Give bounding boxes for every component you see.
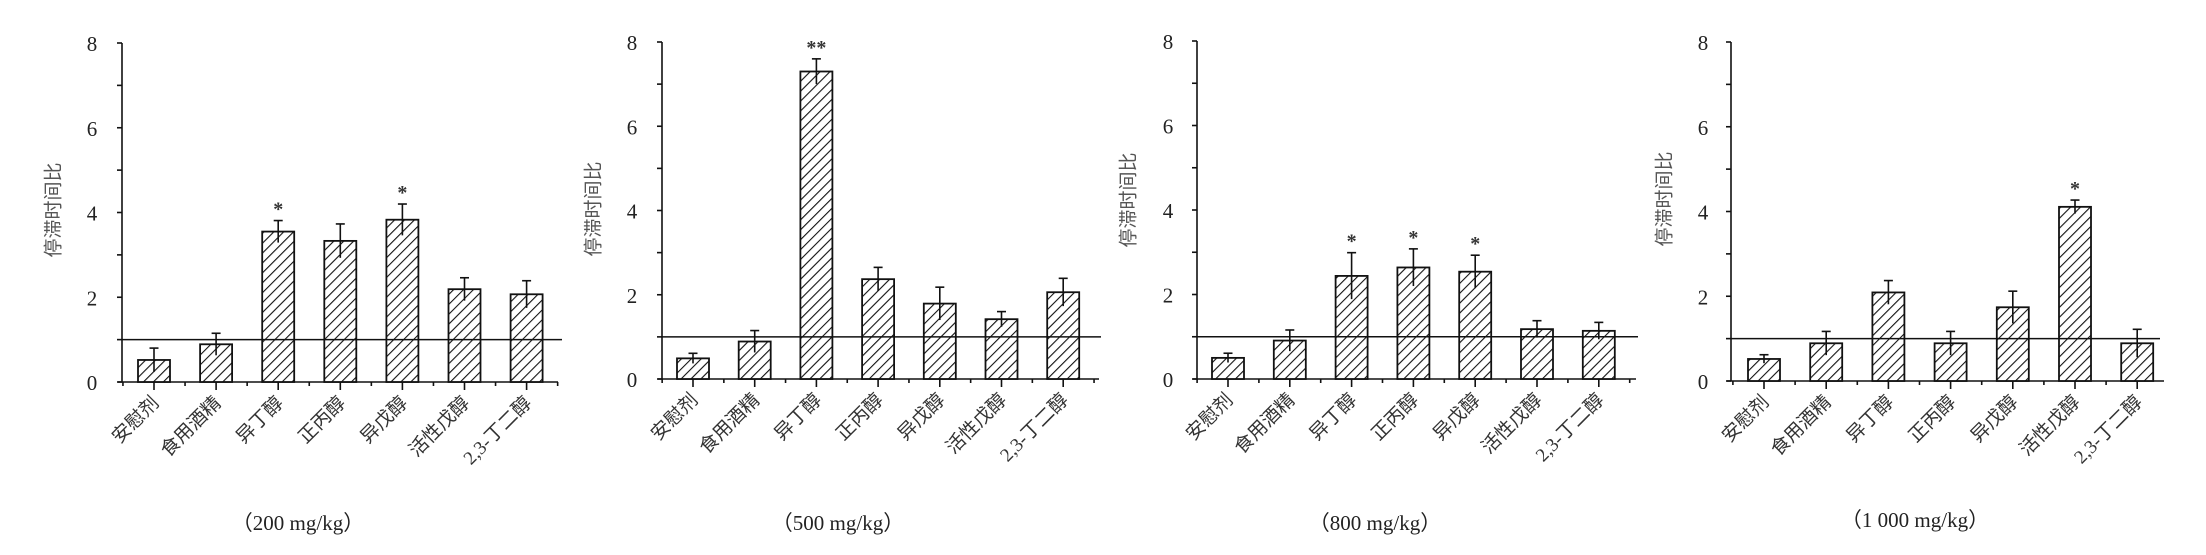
x-category-label: 异戊醇 xyxy=(893,389,949,445)
y-tick-label: 4 xyxy=(87,202,98,226)
x-category-label: 2,3-丁二醇 xyxy=(2070,391,2147,468)
x-category-label: 正丙醇 xyxy=(1904,391,1960,447)
significance-marker: * xyxy=(397,182,407,204)
chart-panel-800: 停滞时间比02468安慰剂食用酒精*异丁醇*正丙醇*异戊醇活性戊醇2,3-丁二醇… xyxy=(1117,30,1638,535)
y-tick-label: 0 xyxy=(87,371,98,395)
x-category-label: 食用酒精 xyxy=(1230,389,1299,458)
x-category-label: 异戊醇 xyxy=(1966,391,2022,447)
significance-marker: * xyxy=(2070,178,2080,200)
x-category-label: 安慰剂 xyxy=(1718,391,1774,447)
y-tick-label: 0 xyxy=(1163,368,1174,392)
y-tick-label: 0 xyxy=(1698,370,1709,394)
bar xyxy=(984,318,1019,380)
x-category-label: 异戊醇 xyxy=(1429,389,1485,445)
y-tick-label: 0 xyxy=(627,368,638,392)
y-tick-label: 2 xyxy=(1163,284,1174,308)
y-tick-label: 8 xyxy=(1698,31,1709,55)
dose-caption: （800 mg/kg） xyxy=(1309,511,1441,535)
bar xyxy=(2058,205,2092,382)
y-axis-label: 停滞时间比 xyxy=(42,162,64,257)
bar xyxy=(447,288,482,383)
x-category-label: 正丙醇 xyxy=(832,389,888,445)
x-category-label: 安慰剂 xyxy=(647,389,703,445)
dose-caption: （200 mg/kg） xyxy=(232,511,364,535)
bar xyxy=(1458,270,1493,380)
y-tick-label: 8 xyxy=(627,31,638,55)
bar xyxy=(261,230,296,383)
y-axis-label: 停滞时间比 xyxy=(1117,152,1139,247)
significance-marker: * xyxy=(273,199,283,221)
y-tick-label: 8 xyxy=(1163,30,1174,54)
x-category-label: 异丁醇 xyxy=(232,392,288,448)
x-category-label: 正丙醇 xyxy=(1367,389,1423,445)
bar xyxy=(861,278,895,380)
y-tick-label: 4 xyxy=(1698,201,1709,225)
x-category-label: 正丙醇 xyxy=(294,392,350,448)
y-axis-label: 停滞时间比 xyxy=(1653,151,1675,246)
y-axis-label: 停滞时间比 xyxy=(582,161,604,256)
x-category-label: 2,3-丁二醇 xyxy=(459,392,536,469)
x-category-label: 安慰剂 xyxy=(1182,389,1238,445)
x-category-label: 食用酒精 xyxy=(695,389,764,458)
significance-marker: * xyxy=(1347,231,1357,253)
x-category-label: 安慰剂 xyxy=(108,392,164,448)
bar xyxy=(1046,291,1081,380)
bar xyxy=(385,218,420,383)
y-tick-label: 6 xyxy=(627,115,638,139)
dose-caption: （1 000 mg/kg） xyxy=(1841,508,1989,532)
significance-marker: * xyxy=(1470,233,1480,255)
bar xyxy=(509,293,544,383)
y-tick-label: 2 xyxy=(87,286,98,310)
x-category-label: 2,3-丁二醇 xyxy=(996,389,1073,466)
bar xyxy=(323,239,358,383)
bar xyxy=(799,70,834,380)
y-tick-label: 4 xyxy=(1163,199,1174,223)
y-tick-label: 6 xyxy=(1698,116,1709,140)
x-category-label: 2,3-丁二醇 xyxy=(1531,389,1608,466)
significance-marker: ** xyxy=(806,37,826,59)
x-category-label: 异丁醇 xyxy=(770,389,826,445)
y-tick-label: 2 xyxy=(1698,285,1709,309)
bar xyxy=(1871,291,1906,382)
x-category-label: 食用酒精 xyxy=(1766,391,1835,460)
significance-marker: * xyxy=(1408,227,1418,249)
y-tick-label: 8 xyxy=(87,32,98,56)
y-tick-label: 6 xyxy=(87,117,98,141)
y-tick-label: 2 xyxy=(627,284,638,308)
x-category-label: 异丁醇 xyxy=(1305,389,1361,445)
x-category-label: 异丁醇 xyxy=(1842,391,1898,447)
x-category-label: 食用酒精 xyxy=(156,392,225,461)
y-tick-label: 4 xyxy=(627,200,638,224)
x-category-label: 异戊醇 xyxy=(356,392,412,448)
dose-caption: （500 mg/kg） xyxy=(772,511,904,535)
y-tick-label: 6 xyxy=(1163,115,1174,139)
